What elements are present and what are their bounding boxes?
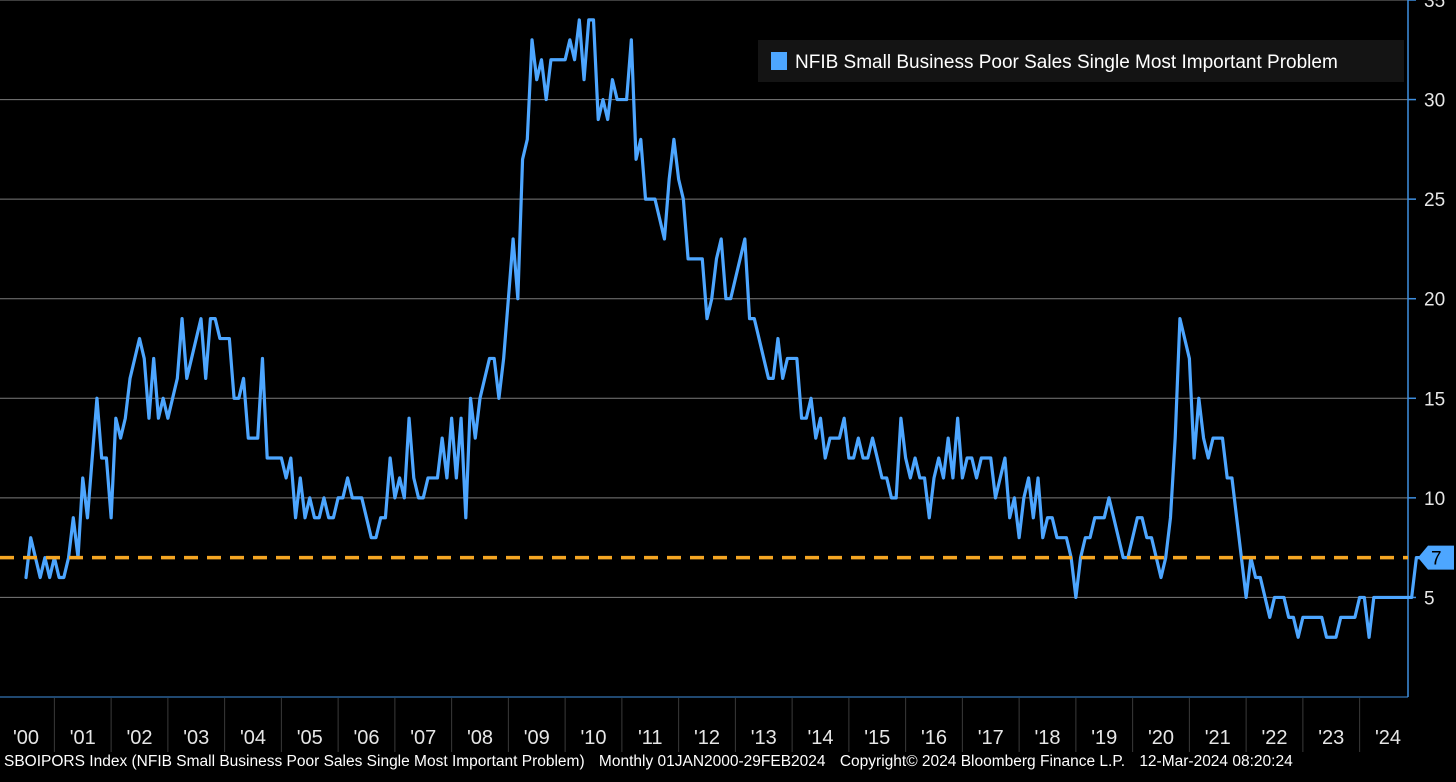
- y-tick-label: 15: [1424, 389, 1445, 410]
- series-layer: [24, 18, 1423, 639]
- x-tick-label: '08: [467, 727, 493, 749]
- x-tick-label: '19: [1091, 727, 1117, 749]
- x-tick-label: '12: [694, 727, 720, 749]
- x-tick-label: '05: [297, 727, 323, 749]
- x-tick-label: '07: [410, 727, 436, 749]
- x-tick-label: '24: [1375, 727, 1401, 749]
- footer-timestamp: 12-Mar-2024 08:20:24: [1139, 753, 1293, 770]
- x-tick-label: '21: [1205, 727, 1231, 749]
- x-tick-label: '15: [864, 727, 890, 749]
- axes: 5 10 15 20 25 30 35 '00 '01 '02 '03 '04 '05 '06 '07 '08…: [0, 0, 1454, 752]
- x-tick-label: '11: [638, 727, 663, 749]
- legend-box: [758, 40, 1404, 82]
- x-tick-label: '18: [1034, 727, 1060, 749]
- last-value-label: 7: [1431, 549, 1442, 570]
- y-tick-label: 30: [1424, 91, 1445, 112]
- series-line: [24, 18, 1423, 639]
- x-tick-label: '02: [126, 727, 152, 749]
- y-tick-label: 35: [1424, 0, 1445, 12]
- x-tick-label: '20: [1148, 727, 1174, 749]
- x-tick-label: '16: [921, 727, 947, 749]
- footer-period: Monthly 01JAN2000-29FEB2024: [598, 753, 826, 770]
- x-tick-label: '09: [524, 727, 550, 749]
- x-tick-label: '22: [1261, 727, 1287, 749]
- x-tick-label: '01: [70, 727, 96, 749]
- footer-copyright: Copyright© 2024 Bloomberg Finance L.P.: [839, 753, 1125, 770]
- footer-ticker: SBOIPORS Index (NFIB Small Business Poor…: [4, 753, 585, 770]
- x-tick-label: '06: [353, 727, 379, 749]
- x-tick-label: '04: [240, 727, 266, 749]
- legend-swatch: [771, 52, 787, 70]
- x-tick-label: '17: [978, 727, 1004, 749]
- x-tick-label: '13: [751, 727, 777, 749]
- x-tick-label: '23: [1318, 727, 1344, 749]
- y-tick-label: 5: [1424, 588, 1435, 609]
- x-tick-label: '00: [13, 727, 39, 749]
- x-tick-label: '10: [580, 727, 606, 749]
- y-tick-label: 10: [1424, 489, 1445, 510]
- legend[interactable]: NFIB Small Business Poor Sales Single Mo…: [758, 40, 1404, 82]
- last-value-tag: [1418, 545, 1454, 570]
- y-tick-label: 25: [1424, 190, 1445, 211]
- chart-footer: SBOIPORS Index (NFIB Small Business Poor…: [4, 753, 1454, 775]
- y-tick-label: 20: [1424, 290, 1445, 311]
- x-tick-label: '03: [183, 727, 209, 749]
- legend-label: NFIB Small Business Poor Sales Single Mo…: [795, 52, 1338, 73]
- x-tick-label: '14: [807, 727, 833, 749]
